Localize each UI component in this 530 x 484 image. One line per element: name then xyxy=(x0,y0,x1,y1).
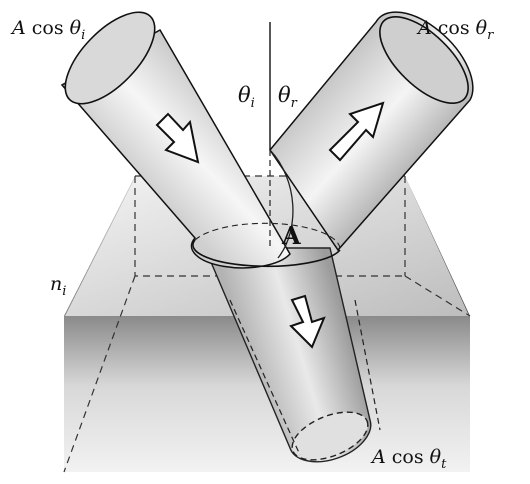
transmitted-beam xyxy=(203,247,381,463)
reflected-direction-arrow xyxy=(328,101,385,162)
transmitted-amplitude-label: A cos θt xyxy=(370,446,447,472)
slab-left-face xyxy=(64,176,135,318)
area-label: A xyxy=(281,221,301,250)
transmitted-direction-arrow xyxy=(289,294,326,349)
reflected-beam xyxy=(269,11,474,252)
angle-reflected-label: θr xyxy=(278,83,298,111)
plane-of-incidence-curve xyxy=(269,149,294,259)
reflected-beam-end xyxy=(379,16,469,104)
slab-hidden-edge-right xyxy=(404,275,471,317)
slab-right-face xyxy=(405,176,470,318)
incident-amplitude-label: A cos A cos θθi xyxy=(10,17,85,43)
transmitted-beam-end xyxy=(291,411,369,461)
incident-direction-arrow xyxy=(155,112,200,164)
medium-incident-label: ni xyxy=(50,273,66,299)
incident-beam-end xyxy=(64,11,156,105)
incident-beam xyxy=(60,11,291,269)
angle-incident-label: θi xyxy=(238,83,255,111)
illuminated-area xyxy=(192,149,341,268)
reflected-amplitude-label: A cos θr xyxy=(416,17,494,43)
